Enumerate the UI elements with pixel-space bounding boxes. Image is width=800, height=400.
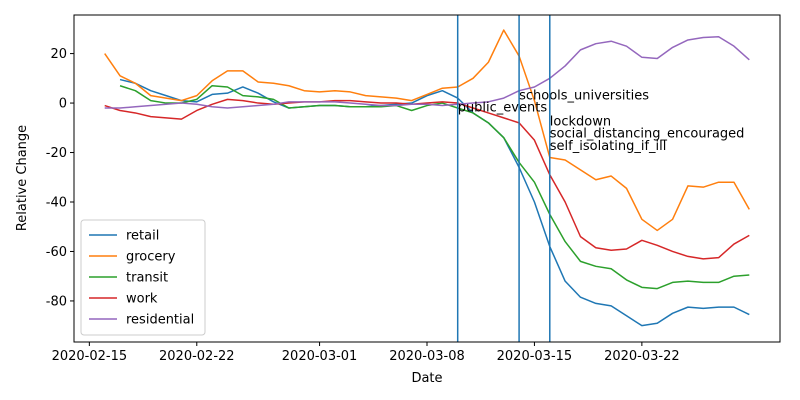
legend-label: grocery <box>126 250 176 265</box>
event-label: social_distancing_encouraged <box>550 127 745 142</box>
y-tick-label: -20 <box>46 146 67 161</box>
legend-label: work <box>126 292 158 307</box>
series-line <box>104 29 750 232</box>
series-line <box>119 78 750 327</box>
legend-label: retail <box>126 229 159 244</box>
y-tick-label: 0 <box>59 97 67 112</box>
series-line <box>104 98 750 260</box>
legend-label: residential <box>126 313 194 328</box>
series-line <box>104 36 750 109</box>
x-tick-label: 2020-03-22 <box>604 349 680 364</box>
event-label: lockdown <box>550 114 611 129</box>
y-tick-label: 20 <box>50 47 67 62</box>
x-tick-label: 2020-02-22 <box>159 349 235 364</box>
x-axis-label: Date <box>411 371 442 386</box>
y-tick-label: -80 <box>46 294 67 309</box>
y-tick-label: -60 <box>46 245 67 260</box>
x-tick-label: 2020-02-15 <box>52 349 128 364</box>
event-label: schools_universities <box>519 88 649 103</box>
series-line <box>119 84 750 290</box>
plot-frame <box>73 14 781 343</box>
x-tick-label: 2020-03-01 <box>282 349 358 364</box>
event-label: self_isolating_if_ill <box>550 139 667 154</box>
x-tick-label: 2020-03-08 <box>389 349 465 364</box>
x-tick-label: 2020-03-15 <box>497 349 573 364</box>
legend-label: transit <box>126 271 168 286</box>
y-axis-label: Relative Change <box>15 125 30 231</box>
legend-box <box>80 219 206 336</box>
event-label: public_events <box>458 101 548 116</box>
y-tick-label: -40 <box>46 195 67 210</box>
